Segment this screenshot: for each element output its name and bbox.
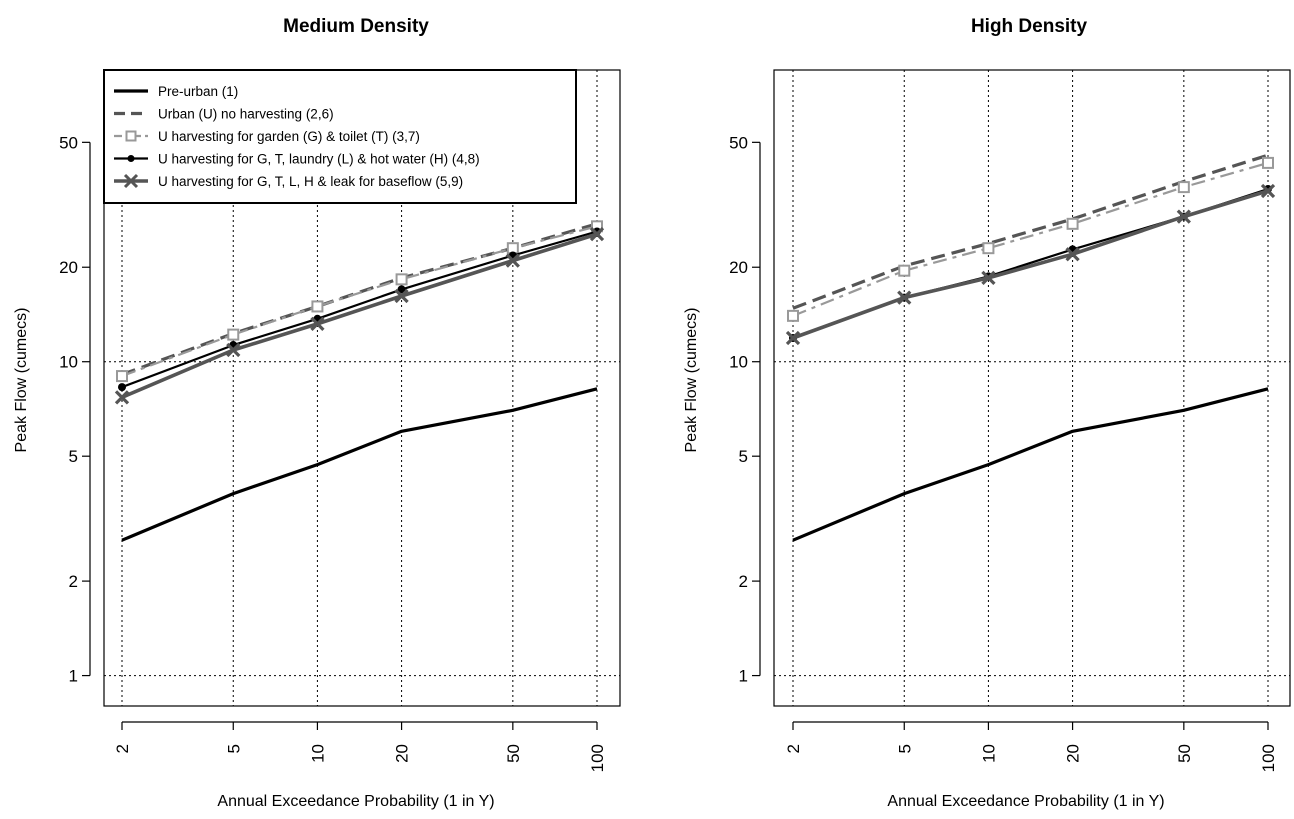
y-tick-label: 5 xyxy=(739,447,748,466)
series-line xyxy=(121,222,598,377)
data-point xyxy=(394,288,409,304)
x-axis-label: Annual Exceedance Probability (1 in Y) xyxy=(217,793,494,810)
data-point xyxy=(785,330,801,346)
data-point xyxy=(1176,209,1191,224)
data-point xyxy=(227,328,240,341)
y-tick-label: 50 xyxy=(729,133,748,152)
data-point xyxy=(1177,181,1190,194)
data-point xyxy=(116,370,128,383)
plot-frame xyxy=(773,69,1291,707)
x-tick-label: 50 xyxy=(1175,744,1194,763)
data-point xyxy=(1065,247,1080,262)
x-axis-label: Annual Exceedance Probability (1 in Y) xyxy=(887,793,1164,810)
legend-marker xyxy=(123,173,139,189)
y-tick-label: 1 xyxy=(739,667,748,686)
x-tick-label: 2 xyxy=(113,744,132,753)
legend-entry-label: Urban (U) no harvesting (2,6) xyxy=(158,107,334,122)
high-density-panel: High Density 2 5 10 20 50 100 1 2 5 10 20 50 Annual E… xyxy=(683,16,1291,810)
series-line xyxy=(121,230,598,389)
legend: Pre-urban (1) Urban (U) no harvesting (2,… xyxy=(103,69,577,204)
y-tick-label: 1 xyxy=(69,667,78,686)
data-point xyxy=(226,342,241,358)
data-point xyxy=(898,264,911,277)
y-axis-label: Peak Flow (cumecs) xyxy=(683,308,700,453)
data-point xyxy=(395,273,408,286)
data-point xyxy=(1262,156,1274,169)
y-tick-label: 5 xyxy=(69,447,78,466)
series-line xyxy=(792,387,1269,542)
data-point xyxy=(397,285,406,294)
legend-marker xyxy=(125,130,137,142)
legend-entry-label: U harvesting for G, T, laundry (L) & hot… xyxy=(158,152,480,167)
data-point xyxy=(1260,183,1276,199)
x-tick-label: 20 xyxy=(1064,744,1083,763)
x-tick-label: 5 xyxy=(895,744,914,753)
y-tick-label: 10 xyxy=(59,353,78,372)
x-tick-label: 100 xyxy=(588,744,607,772)
series-line xyxy=(121,387,598,542)
series-line xyxy=(792,161,1269,317)
x-tick-label: 10 xyxy=(979,744,998,763)
data-point xyxy=(114,390,130,405)
x-tick-label: 2 xyxy=(784,744,803,753)
x-tick-label: 10 xyxy=(308,744,327,763)
data-point xyxy=(897,290,912,305)
data-point xyxy=(982,242,995,255)
chart-title: Medium Density xyxy=(283,16,429,37)
series-line xyxy=(121,225,598,378)
data-point xyxy=(589,226,605,242)
y-tick-label: 50 xyxy=(59,133,78,152)
y-tick-label: 20 xyxy=(729,258,748,277)
x-tick-label: 50 xyxy=(504,744,523,763)
series-line xyxy=(792,189,1269,340)
data-point xyxy=(1066,217,1079,230)
series-line xyxy=(792,153,1269,310)
y-tick-label: 2 xyxy=(739,572,748,591)
y-axis-label: Peak Flow (cumecs) xyxy=(13,308,30,453)
legend-box xyxy=(103,69,577,204)
y-tick-label: 2 xyxy=(69,572,78,591)
data-point xyxy=(787,309,799,322)
legend-entry-label: U harvesting for G, T, L, H & leak for b… xyxy=(158,174,463,189)
y-tick-label: 20 xyxy=(59,258,78,277)
y-tick-label: 10 xyxy=(729,353,748,372)
legend-marker xyxy=(127,155,135,162)
data-point xyxy=(311,300,324,313)
x-tick-label: 20 xyxy=(393,744,412,763)
medium-density-panel: Medium Density 2 5 10 20 50 100 1 2 5 10 20 50 Annual… xyxy=(13,16,621,810)
x-tick-label: 5 xyxy=(224,744,243,753)
data-point xyxy=(118,383,126,392)
legend-entry-label: Pre-urban (1) xyxy=(158,84,238,99)
x-tick-label: 100 xyxy=(1259,744,1278,772)
chart-title: High Density xyxy=(971,16,1088,37)
data-point xyxy=(505,253,520,268)
data-point xyxy=(981,270,996,285)
series-line xyxy=(121,232,598,399)
data-point xyxy=(310,316,325,332)
legend-entry-label: U harvesting for garden (G) & toilet (T)… xyxy=(158,129,420,144)
